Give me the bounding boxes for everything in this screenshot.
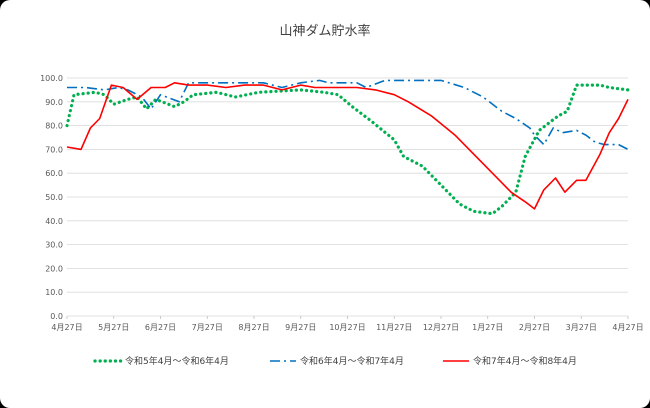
legend: 令和5年4月～令和6年4月 令和6年4月～令和7年4月 令和7年4月～令和8年4月: [93, 355, 577, 367]
x-tick-label: 2月27日: [519, 323, 550, 332]
x-tick-label: 7月27日: [192, 323, 223, 332]
y-tick-label: 40.0: [45, 217, 63, 226]
y-tick-label: 30.0: [45, 241, 63, 250]
series-line-1: [65, 83, 630, 216]
y-tick-label: 100.0: [40, 74, 63, 83]
chart-title: 山神ダム貯水率: [279, 23, 370, 39]
y-tick-label: 80.0: [45, 122, 63, 131]
y-tick-label: 90.0: [45, 98, 63, 107]
x-tick-label: 1月27日: [472, 323, 503, 332]
y-tick-label: 10.0: [45, 288, 63, 297]
x-tick-label: 12月27日: [423, 323, 459, 332]
series-line-2: [67, 79, 629, 151]
y-tick-label: 50.0: [45, 193, 63, 202]
x-tick-label: 10月27日: [329, 323, 365, 332]
y-tick-label: 0.0: [50, 312, 63, 321]
x-tick-label: 4月27日: [612, 323, 643, 332]
legend-label-3: 令和7年4月～令和8年4月: [473, 355, 577, 367]
x-axis-labels: 4月27日 5月27日 6月27日 7月27日 8月27日 9月27日 10月27日 11月2…: [51, 316, 644, 332]
x-tick-label: 3月27日: [566, 323, 597, 332]
y-tick-label: 20.0: [45, 264, 63, 273]
x-tick-label: 9月27日: [285, 323, 316, 332]
gridlines: [67, 77, 628, 317]
x-tick-label: 8月27日: [238, 323, 269, 332]
y-tick-label: 60.0: [45, 169, 63, 178]
y-axis-labels: 0.0 10.0 20.0 30.0 40.0 50.0 60.0 70.0 80.0 90.0 1…: [40, 74, 63, 321]
x-tick-label: 4月27日: [51, 323, 82, 332]
x-tick-label: 5月27日: [98, 323, 129, 332]
legend-label-2: 令和6年4月～令和7年4月: [300, 355, 404, 367]
x-tick-label: 11月27日: [376, 323, 412, 332]
series-line-3: [66, 82, 629, 210]
x-tick-label: 6月27日: [145, 323, 176, 332]
legend-label-1: 令和5年4月～令和6年4月: [125, 355, 229, 367]
y-tick-label: 70.0: [45, 145, 63, 154]
series-lines: [65, 79, 630, 216]
